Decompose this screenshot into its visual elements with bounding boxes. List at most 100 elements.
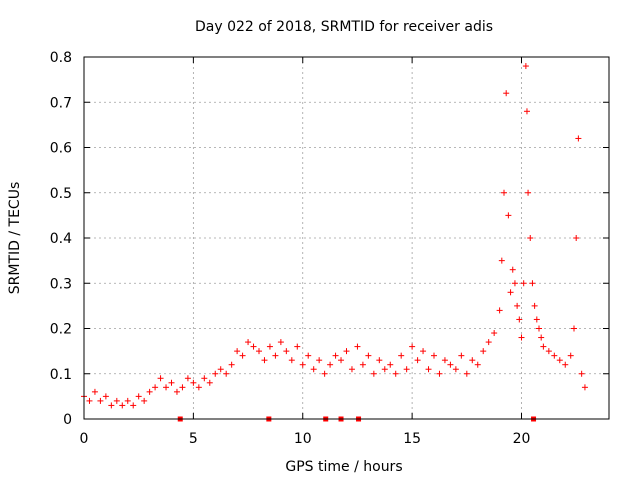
data-point — [485, 339, 492, 346]
data-point — [217, 366, 224, 373]
data-point — [498, 257, 505, 264]
data-point — [91, 388, 98, 395]
data-points — [81, 63, 588, 409]
data-point — [239, 352, 246, 359]
data-point — [463, 370, 470, 377]
data-point — [507, 289, 514, 296]
y-tick-label: 0.6 — [50, 141, 72, 157]
data-point — [245, 339, 252, 346]
data-point — [523, 108, 530, 115]
data-point — [256, 348, 262, 355]
y-tick-label: 0.7 — [50, 95, 72, 111]
data-point — [135, 393, 142, 400]
data-point — [458, 352, 465, 359]
data-point — [102, 393, 109, 400]
data-point — [381, 366, 388, 373]
data-point — [294, 343, 301, 350]
y-tick-label: 0.8 — [50, 50, 72, 66]
data-point — [441, 357, 448, 364]
data-point — [152, 384, 159, 391]
data-point — [163, 384, 170, 391]
data-point — [376, 357, 383, 364]
data-point — [327, 361, 334, 368]
y-tick-labels: 0 0.1 0.2 0.3 0.4 0.5 0.6 0.7 0.8 — [50, 50, 72, 428]
data-point — [190, 379, 197, 386]
data-point — [234, 348, 241, 355]
y-tick-label: 0.5 — [50, 186, 72, 202]
data-point — [146, 388, 153, 395]
data-point — [525, 189, 532, 196]
data-point — [332, 352, 339, 359]
data-point — [173, 388, 180, 395]
data-point — [436, 370, 443, 377]
data-point — [480, 348, 487, 355]
data-point — [469, 357, 476, 364]
data-point — [348, 366, 355, 373]
data-point — [414, 357, 421, 364]
data-point — [538, 334, 545, 341]
data-point — [119, 402, 126, 409]
data-point — [409, 343, 416, 350]
data-point — [531, 302, 538, 309]
data-point — [277, 339, 284, 346]
data-point — [575, 135, 582, 142]
data-point — [343, 348, 350, 355]
data-point — [184, 375, 191, 382]
data-point — [518, 334, 525, 341]
data-point — [354, 343, 361, 350]
data-point — [536, 325, 542, 332]
data-point — [522, 63, 529, 70]
x-tick-labels: 0 5 10 15 20 — [80, 431, 531, 447]
data-point — [179, 384, 186, 391]
data-point — [310, 366, 317, 373]
data-point — [501, 189, 507, 196]
y-axis-label: SRMTID / TECUs — [7, 182, 23, 295]
data-point — [431, 352, 437, 359]
data-point — [261, 357, 268, 364]
data-point — [113, 397, 120, 404]
data-point — [578, 370, 585, 377]
data-point — [509, 266, 516, 273]
x-tick-label: 0 — [80, 431, 89, 447]
data-point — [573, 235, 580, 241]
grid-lines — [84, 57, 609, 419]
y-tick-label: 0 — [63, 412, 72, 428]
data-point — [556, 357, 563, 364]
data-point — [420, 348, 427, 355]
data-point — [316, 357, 323, 364]
data-point — [447, 361, 454, 368]
data-point — [338, 357, 345, 364]
data-point — [108, 402, 115, 409]
data-point — [370, 370, 377, 377]
data-point — [491, 330, 498, 337]
data-point — [503, 90, 510, 97]
data-point — [130, 402, 137, 409]
data-point — [305, 352, 312, 359]
x-tick-label: 5 — [189, 431, 198, 447]
data-point — [201, 375, 208, 382]
data-point — [474, 361, 481, 368]
data-point — [527, 235, 534, 241]
x-tick-label: 15 — [403, 431, 421, 447]
data-point — [567, 352, 574, 359]
data-point — [533, 316, 540, 323]
y-tick-label: 0.1 — [50, 367, 72, 383]
data-point — [195, 384, 202, 391]
data-point — [387, 361, 394, 368]
data-point — [511, 280, 518, 287]
data-point — [425, 366, 432, 373]
x-tick-label: 10 — [294, 431, 312, 447]
data-point — [545, 348, 552, 355]
data-point — [516, 316, 523, 323]
data-point — [141, 397, 148, 404]
data-point — [520, 280, 527, 287]
data-point — [365, 352, 372, 359]
data-point — [540, 343, 547, 350]
data-point — [403, 366, 410, 373]
data-point — [496, 307, 503, 314]
data-point — [250, 343, 257, 350]
data-point — [529, 280, 536, 287]
data-point — [514, 302, 521, 309]
data-point — [168, 379, 175, 386]
